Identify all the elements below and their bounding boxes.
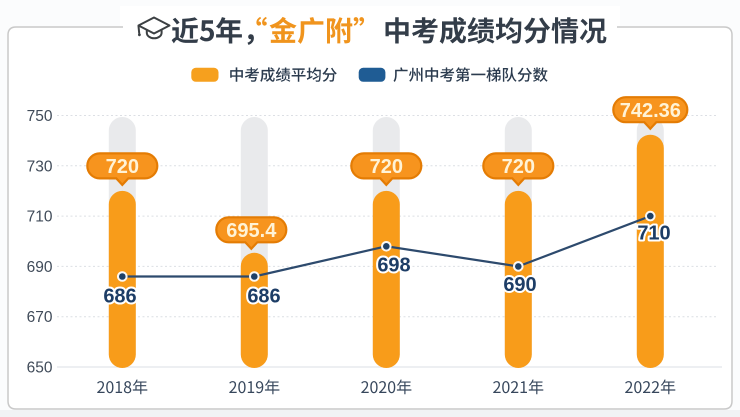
svg-text:670: 670 (27, 309, 53, 326)
svg-text:650: 650 (27, 360, 53, 377)
svg-text:730: 730 (27, 158, 53, 175)
svg-text:742.36: 742.36 (620, 100, 681, 122)
svg-text:686: 686 (103, 286, 136, 308)
svg-text:710: 710 (27, 209, 53, 226)
svg-text:690: 690 (27, 259, 53, 276)
svg-text:710: 710 (637, 222, 670, 244)
svg-text:698: 698 (377, 254, 410, 276)
svg-text:695.4: 695.4 (226, 220, 277, 242)
svg-text:750: 750 (27, 108, 53, 125)
svg-text:720: 720 (502, 156, 535, 178)
svg-text:720: 720 (370, 156, 403, 178)
svg-text:686: 686 (247, 285, 280, 307)
svg-text:690: 690 (503, 274, 536, 296)
svg-text:720: 720 (106, 156, 139, 178)
